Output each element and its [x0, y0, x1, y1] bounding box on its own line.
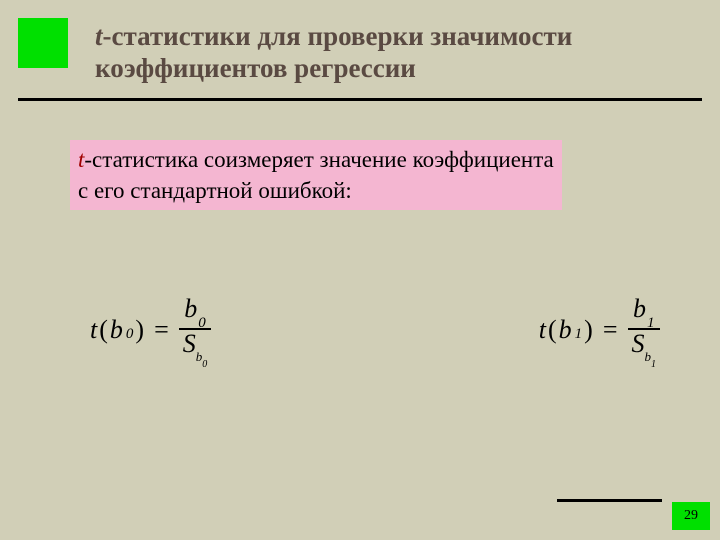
den-sub: b0 [196, 349, 208, 364]
body-italic-prefix: t [70, 147, 84, 172]
equals-sign: = [154, 315, 169, 345]
num-var: b [184, 294, 197, 323]
func-t: t [539, 315, 546, 345]
corner-accent-block [18, 18, 68, 68]
den-sub: b1 [645, 349, 657, 364]
formula-left: t ( b0 ) = b0 Sb0 [90, 295, 211, 364]
fraction: b1 Sb1 [628, 295, 661, 364]
body-highlight-box: t-статистика соизмеряет значение коэффиц… [70, 140, 562, 210]
numerator: b0 [180, 295, 210, 328]
slide: t-статистики для проверки значимости коэ… [0, 0, 720, 540]
footer-rule [557, 499, 662, 502]
body-line-1: t-статистика соизмеряет значение коэффиц… [70, 144, 554, 175]
den-var: S [183, 329, 196, 358]
title-italic-prefix: t [95, 21, 103, 51]
body-line2-text: с его стандартной ошибкой: [78, 178, 352, 203]
arg-sub: 0 [126, 326, 134, 343]
num-var: b [633, 294, 646, 323]
open-paren: ( [548, 315, 557, 345]
fraction: b0 Sb0 [179, 295, 212, 364]
den-sub-sub: 1 [651, 359, 656, 370]
num-sub: 1 [647, 315, 655, 331]
open-paren: ( [99, 315, 108, 345]
body-line-2: с его стандартной ошибкой: [70, 175, 554, 206]
numerator: b1 [629, 295, 659, 328]
page-number-block: 29 [672, 502, 710, 530]
title-underline [18, 98, 702, 101]
close-paren: ) [584, 315, 593, 345]
arg-sub: 1 [575, 326, 583, 343]
page-number: 29 [684, 508, 698, 523]
arg-var: b [559, 315, 572, 345]
den-var: S [632, 329, 645, 358]
body-line1-text: -статистика соизмеряет значение коэффици… [84, 147, 553, 172]
close-paren: ) [135, 315, 144, 345]
func-t: t [90, 315, 97, 345]
title-text: -статистики для проверки значимости коэф… [95, 21, 572, 83]
formula-row: t ( b0 ) = b0 Sb0 t ( b1 ) = b [90, 280, 660, 380]
equals-sign: = [603, 315, 618, 345]
den-sub-sub: 0 [202, 359, 207, 370]
arg-var: b [110, 315, 123, 345]
formula-right: t ( b1 ) = b1 Sb1 [539, 295, 660, 364]
denominator: Sb1 [628, 330, 661, 365]
num-sub: 0 [198, 315, 206, 331]
slide-title: t-статистики для проверки значимости коэ… [95, 20, 690, 85]
denominator: Sb0 [179, 330, 212, 365]
